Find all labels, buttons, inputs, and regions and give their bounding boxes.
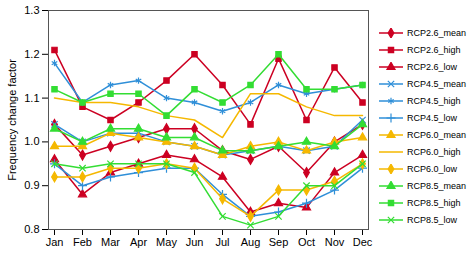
svg-text:Aug: Aug: [241, 236, 261, 248]
html-text:RCP8.5_mean: RCP8.5_mean: [407, 180, 466, 191]
html-text:RCP2.6_low: RCP2.6_low: [407, 61, 457, 72]
svg-text:Jun: Jun: [186, 236, 204, 248]
svg-text:Frequency change factor: Frequency change factor: [6, 59, 18, 181]
svg-text:May: May: [156, 236, 177, 248]
html-text:RCP6.0_mean: RCP6.0_mean: [407, 129, 466, 140]
svg-text:0.9: 0.9: [24, 179, 39, 191]
svg-text:Dec: Dec: [353, 236, 373, 248]
html-text:RCP8.5_high: RCP8.5_high: [407, 197, 461, 208]
html-text:RCP2.6_mean: RCP2.6_mean: [407, 27, 466, 38]
html-text:RCP8.5_low: RCP8.5_low: [407, 214, 457, 225]
svg-text:Jan: Jan: [46, 236, 64, 248]
html-text:RCP2.6_high: RCP2.6_high: [407, 44, 461, 55]
html-text:RCP6.0_low: RCP6.0_low: [407, 163, 457, 174]
svg-text:Nov: Nov: [325, 236, 345, 248]
html-text:RCP4.5_mean: RCP4.5_mean: [407, 78, 466, 89]
svg-text:1.0: 1.0: [24, 135, 39, 147]
svg-text:Jul: Jul: [215, 236, 229, 248]
svg-text:Sep: Sep: [269, 236, 289, 248]
svg-text:1.3: 1.3: [24, 4, 39, 16]
html-text:RCP4.5_high: RCP4.5_high: [407, 95, 461, 106]
svg-text:0.8: 0.8: [24, 223, 39, 235]
svg-text:Mar: Mar: [101, 236, 120, 248]
svg-text:Oct: Oct: [298, 236, 315, 248]
svg-text:1.1: 1.1: [24, 92, 39, 104]
html-text:RCP6.0_high: RCP6.0_high: [407, 146, 461, 157]
svg-text:Apr: Apr: [130, 236, 147, 248]
svg-text:1.2: 1.2: [24, 48, 39, 60]
svg-text:Feb: Feb: [73, 236, 92, 248]
html-text:RCP4.5_low: RCP4.5_low: [407, 112, 457, 123]
